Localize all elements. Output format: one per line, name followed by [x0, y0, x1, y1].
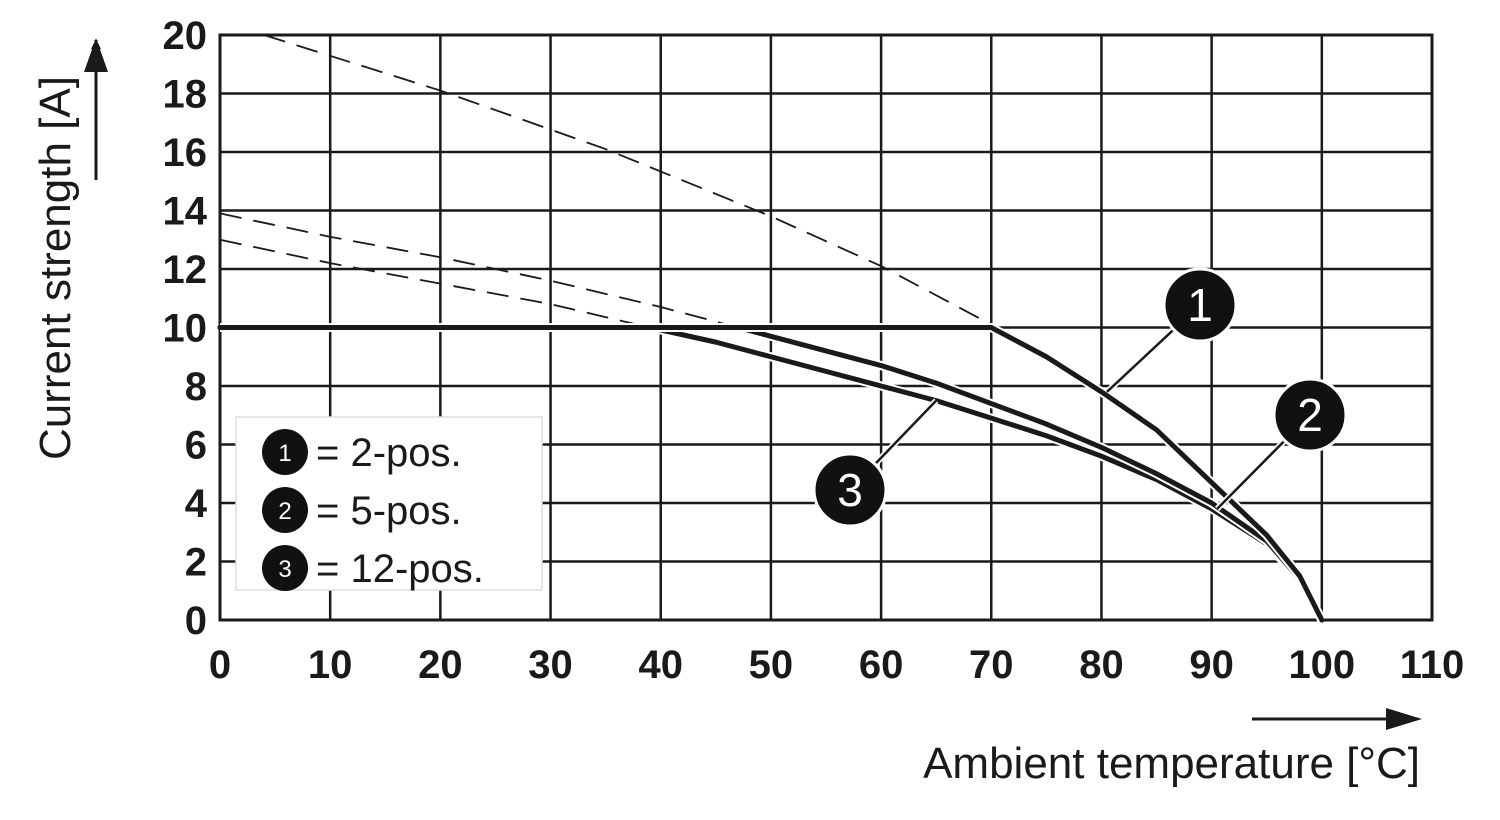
y-tick-label: 14	[163, 190, 208, 234]
x-tick-label: 90	[1189, 643, 1234, 687]
x-tick-label: 70	[969, 643, 1014, 687]
x-tick-label: 60	[859, 643, 904, 687]
x-tick-label: 10	[308, 643, 353, 687]
legend: 1 = 2-pos. 2 = 5-pos. 3 = 12-pos.	[235, 416, 543, 591]
x-tick-label: 0	[209, 643, 231, 687]
legend-marker-2	[262, 487, 308, 533]
legend-marker-number: 3	[278, 556, 291, 583]
y-tick-label: 4	[185, 482, 208, 526]
curve-markers: 1 2 3	[812, 267, 1348, 528]
y-tick-label: 0	[185, 599, 207, 643]
extrapolation-line-2	[219, 212, 739, 329]
y-tick-label: 18	[163, 73, 208, 117]
marker-label-2: 2	[1297, 389, 1323, 441]
marker-label-1: 1	[1187, 279, 1213, 331]
y-tick-label: 8	[185, 365, 207, 409]
extrapolation-lines	[219, 34, 998, 329]
x-tick-label: 40	[638, 643, 683, 687]
tick-labels: 0 10 20 30 40 50 60 70 80 90 100 110024681012141618…	[163, 14, 1465, 687]
x-tick-label: 110	[1400, 643, 1465, 687]
extrapolation-line-1	[263, 34, 998, 329]
y-tick-label: 16	[163, 131, 208, 175]
y-tick-label: 6	[185, 424, 207, 468]
x-tick-label: 50	[749, 643, 794, 687]
legend-label: = 5-pos.	[316, 489, 462, 533]
legend-label: = 2-pos.	[316, 431, 462, 475]
legend-marker-3	[262, 545, 308, 591]
y-axis-title: Current strength [A]	[31, 76, 80, 460]
legend-marker-number: 2	[278, 498, 291, 525]
marker-circle-3	[812, 452, 888, 528]
extrapolation-line-3	[219, 238, 650, 329]
x-tick-label: 20	[418, 643, 463, 687]
legend-marker-1	[262, 429, 308, 475]
marker-label-3: 3	[837, 464, 863, 516]
y-axis-arrowhead	[84, 38, 108, 72]
x-tick-label: 100	[1288, 643, 1355, 687]
y-tick-label: 20	[163, 14, 208, 58]
marker-leader-line	[1106, 328, 1175, 393]
y-tick-label: 12	[163, 248, 208, 292]
y-tick-label: 10	[163, 307, 208, 351]
legend-marker-number: 1	[278, 440, 291, 467]
y-tick-label: 2	[185, 541, 207, 585]
x-axis-title: Ambient temperature [°C]	[923, 739, 1420, 788]
x-axis-arrowhead	[1386, 708, 1422, 730]
x-tick-label: 80	[1079, 643, 1124, 687]
marker-circle-1	[1162, 267, 1238, 343]
marker-circle-2	[1272, 377, 1348, 453]
marker-leader-line	[1216, 439, 1286, 510]
x-tick-label: 30	[528, 643, 573, 687]
legend-label: = 12-pos.	[316, 547, 484, 591]
series-line-1	[217, 325, 1325, 623]
marker-leader-line	[874, 399, 938, 465]
